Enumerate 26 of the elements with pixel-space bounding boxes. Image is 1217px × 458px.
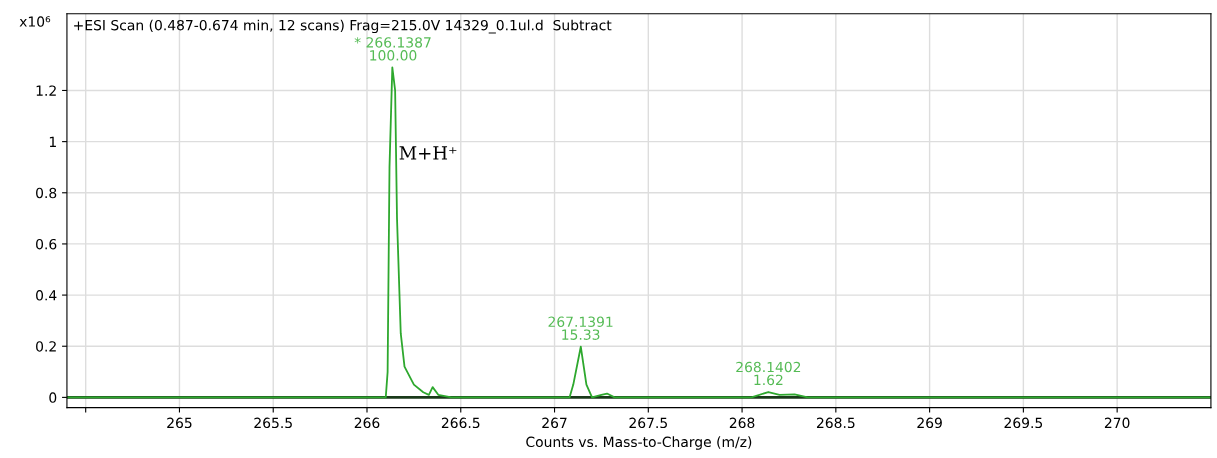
x-tick-label: 266 [354, 417, 380, 429]
annotation: M+H⁺ [399, 146, 457, 160]
x-axis-title: Counts vs. Mass-to-Charge (m/z) [526, 436, 752, 450]
annotation: 267.1391 15.33 [548, 316, 613, 340]
x-tick-label: 267.5 [629, 417, 667, 429]
y-tick-label: 1.2 [36, 85, 56, 96]
annotation: 268.1402 1.62 [736, 361, 801, 386]
x-tick-label: 266.5 [441, 417, 480, 429]
y-tick-label: 0.8 [36, 187, 57, 199]
x-tick-label: 268.5 [816, 417, 855, 429]
annotation: * 266.1387 100.00 [354, 37, 431, 61]
x-tick-label: 269.5 [1004, 417, 1043, 429]
y-tick-label: 0.4 [36, 290, 57, 301]
x-tick-label: 268 [729, 417, 755, 429]
line-series [66, 66, 1211, 399]
x-tick-label: 270 [1104, 417, 1130, 429]
x-tick-label: 267 [542, 417, 567, 429]
y-tick-label: 0.6 [36, 238, 57, 250]
chart-title: +ESI Scan (0.487-0.674 min, 12 scans) Frag=215.0V 14329_0.1ul.d Subtract [74, 19, 612, 34]
y-axis-title: x10⁶ [19, 16, 51, 27]
y-tick-label: 1 [49, 136, 56, 147]
x-tick-label: 265 [167, 417, 192, 429]
x-tick-label: 265.5 [254, 417, 292, 429]
y-tick-label: 0.2 [36, 341, 56, 352]
x-tick-label: 269 [917, 417, 942, 429]
y-tick-label: 0 [49, 392, 57, 403]
